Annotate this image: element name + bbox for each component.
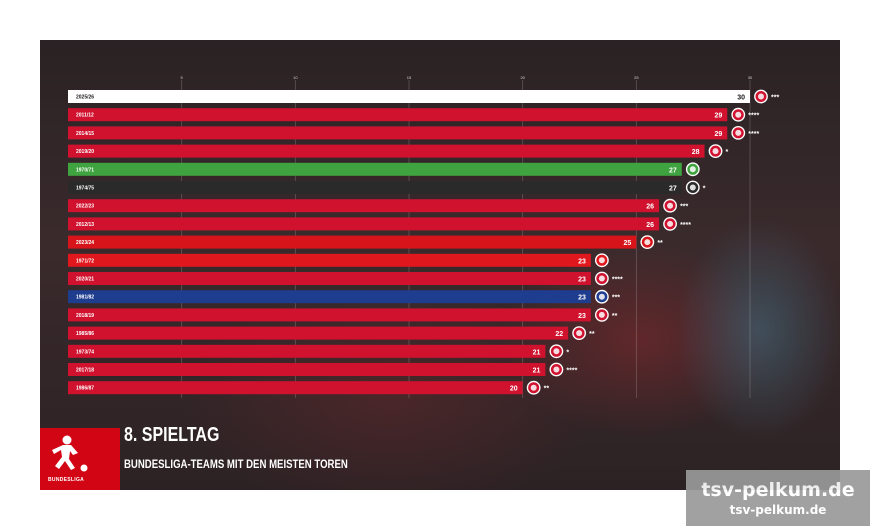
value-label: 23 xyxy=(578,295,586,302)
bar xyxy=(68,126,728,140)
value-label: 23 xyxy=(578,313,586,320)
stars-label: ** xyxy=(589,331,595,338)
bar xyxy=(68,326,569,340)
crest-center xyxy=(576,330,583,337)
crest-center xyxy=(553,348,560,355)
watermark: tsv-pelkum.de tsv-pelkum.de xyxy=(686,470,870,526)
stars-label: **** xyxy=(748,113,759,120)
watermark-line-1: tsv-pelkum.de xyxy=(701,479,855,501)
season-label: 2012/13 xyxy=(76,222,94,228)
crest-center xyxy=(530,384,537,391)
value-label: 29 xyxy=(714,113,722,120)
value-label: 23 xyxy=(578,277,586,284)
stars-label: **** xyxy=(566,368,577,375)
value-label: 27 xyxy=(669,167,677,174)
season-label: 1970/71 xyxy=(76,167,94,173)
tick-label: 30 xyxy=(748,75,753,80)
crest-center xyxy=(667,202,674,209)
bar xyxy=(68,90,750,103)
crest-center xyxy=(598,311,605,318)
crest-center xyxy=(598,293,605,300)
season-label: 2020/21 xyxy=(76,277,94,283)
season-label: 2014/15 xyxy=(76,131,94,137)
bar xyxy=(68,253,591,267)
chart-panel: 5 10 15 20 25 30 2025/26 30 *** 2011/12 29 **** 2014… xyxy=(40,40,840,490)
season-label: 1973/74 xyxy=(76,349,94,355)
tick-label: 5 xyxy=(181,75,184,80)
stars-label: ** xyxy=(544,386,550,393)
bar xyxy=(68,344,546,358)
crest-center xyxy=(598,257,605,264)
season-label: 2022/23 xyxy=(76,204,94,210)
season-label: 2018/19 xyxy=(76,313,94,319)
page-title: 8. SPIELTAG xyxy=(124,424,220,446)
bundesliga-logo: BUNDESLIGA xyxy=(40,428,120,490)
crest-center xyxy=(735,111,742,118)
crest-center xyxy=(689,166,696,173)
crest-center xyxy=(644,239,651,246)
bar xyxy=(68,162,682,176)
stars-label: **** xyxy=(748,131,759,138)
value-label: 26 xyxy=(646,222,654,229)
value-label: 29 xyxy=(714,131,722,138)
season-label: 1985/86 xyxy=(76,331,94,337)
stars-label: ** xyxy=(657,240,663,247)
value-label: 22 xyxy=(555,331,563,338)
stars-label: ** xyxy=(612,313,618,320)
value-label: 25 xyxy=(624,240,632,247)
crest-center xyxy=(689,184,696,191)
season-label: 1986/87 xyxy=(76,386,94,392)
season-label: 2025/26 xyxy=(76,95,94,101)
season-label: 1971/72 xyxy=(76,258,94,264)
stars-label: *** xyxy=(771,95,779,102)
season-label: 1974/75 xyxy=(76,186,94,192)
crest-center xyxy=(667,220,674,227)
stars-label: *** xyxy=(612,295,620,302)
logo-text: BUNDESLIGA xyxy=(48,477,85,483)
crest-center xyxy=(758,93,764,100)
bar xyxy=(68,363,546,376)
bar xyxy=(68,235,637,249)
stars-label: * xyxy=(703,186,706,193)
stars-label: * xyxy=(566,349,569,356)
stars-label: **** xyxy=(612,277,623,284)
crest-center xyxy=(712,148,719,155)
season-label: 2011/12 xyxy=(76,113,94,119)
season-label: 2019/20 xyxy=(76,149,94,155)
value-label: 28 xyxy=(692,149,700,156)
tick-label: 15 xyxy=(407,75,412,80)
stars-label: * xyxy=(726,149,729,156)
value-label: 20 xyxy=(510,386,518,393)
value-label: 27 xyxy=(669,186,677,193)
tick-label: 10 xyxy=(293,75,298,80)
value-label: 23 xyxy=(578,258,586,265)
crest-center xyxy=(553,366,560,373)
bar xyxy=(68,308,591,322)
crest-center xyxy=(735,129,742,136)
bar xyxy=(68,272,591,285)
bar xyxy=(68,181,682,194)
tick-label: 20 xyxy=(520,75,525,80)
value-label: 30 xyxy=(737,95,745,102)
page-subtitle: BUNDESLIGA-TEAMS MIT DEN MEISTEN TOREN xyxy=(124,457,348,471)
tick-label: 25 xyxy=(634,75,639,80)
stars-label: **** xyxy=(680,222,691,229)
bar xyxy=(68,108,728,122)
watermark-line-2: tsv-pelkum.de xyxy=(729,503,827,517)
bar xyxy=(68,144,705,158)
season-label: 2023/24 xyxy=(76,240,94,246)
value-label: 21 xyxy=(533,349,541,356)
bar xyxy=(68,290,591,304)
season-label: 1981/82 xyxy=(76,295,94,301)
season-label: 2017/18 xyxy=(76,368,94,374)
stars-label: *** xyxy=(680,204,688,211)
crest-center xyxy=(598,275,605,282)
value-label: 26 xyxy=(646,204,654,211)
value-label: 21 xyxy=(533,368,541,375)
bundesliga-player-icon xyxy=(52,435,88,472)
bar xyxy=(68,381,523,395)
bar xyxy=(68,217,660,231)
bar xyxy=(68,199,660,213)
